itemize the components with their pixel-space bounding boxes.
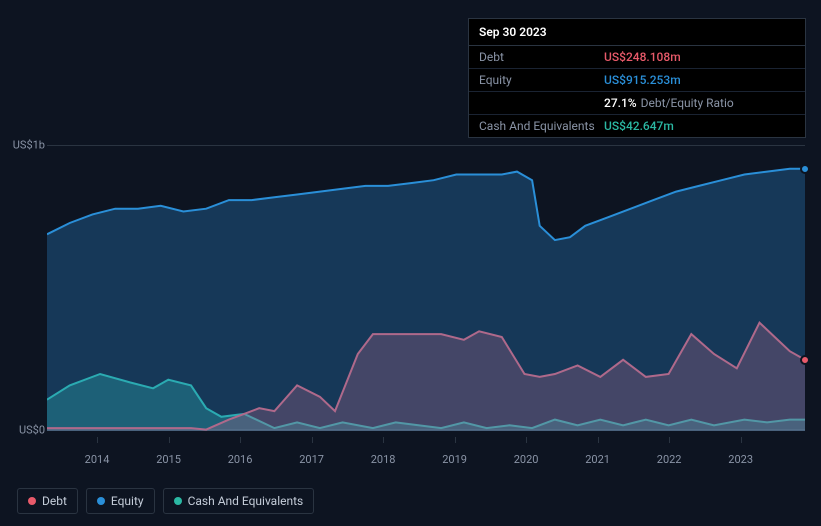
x-axis-tick: 2020 [514,453,539,466]
chart-container: US$1bUS$0 201420152016201720182019202020… [17,125,805,480]
x-tick-mark [669,437,670,443]
y-axis-label: US$1b [13,139,45,152]
y-axis-label: US$0 [19,424,45,437]
tooltip-row-value: 27.1% [604,96,637,110]
legend-label: Cash And Equivalents [188,494,304,508]
area-fill-equity [47,169,805,431]
legend-label: Debt [42,494,67,508]
marker-equity [800,164,810,174]
x-tick-mark [598,437,599,443]
x-tick-mark [240,437,241,443]
x-axis-tick: 2014 [85,453,110,466]
x-tick-mark [526,437,527,443]
legend-item-cash-and-equivalents[interactable]: Cash And Equivalents [163,488,315,514]
x-tick-mark [383,437,384,443]
x-axis-tick: 2015 [156,453,181,466]
tooltip-row-label: Equity [479,73,604,87]
x-tick-mark [741,437,742,443]
tooltip-date: Sep 30 2023 [469,19,805,46]
x-tick-mark [97,437,98,443]
tooltip-row-value: US$915.253m [604,73,681,87]
tooltip-row: EquityUS$915.253m [469,69,805,92]
x-axis-tick: 2022 [657,453,682,466]
tooltip-row-suffix: Debt/Equity Ratio [641,96,734,110]
x-axis-tick: 2016 [228,453,253,466]
tooltip-row-value: US$248.108m [604,50,681,64]
x-axis-tick: 2021 [585,453,610,466]
legend-item-debt[interactable]: Debt [17,488,78,514]
legend-dot-icon [174,497,182,505]
tooltip-row-label [479,96,604,110]
x-tick-mark [169,437,170,443]
legend-dot-icon [97,497,105,505]
tooltip-row: DebtUS$248.108m [469,46,805,69]
marker-debt [800,355,810,365]
x-tick-mark [455,437,456,443]
tooltip-panel: Sep 30 2023 DebtUS$248.108mEquityUS$915.… [468,18,806,138]
tooltip-row: 27.1% Debt/Equity Ratio [469,92,805,115]
x-axis-tick: 2023 [728,453,753,466]
x-axis-tick: 2019 [442,453,467,466]
legend-dot-icon [28,497,36,505]
x-axis-tick: 2017 [299,453,324,466]
legend-label: Equity [111,494,144,508]
legend-item-equity[interactable]: Equity [86,488,155,514]
x-tick-mark [312,437,313,443]
tooltip-row-label: Debt [479,50,604,64]
plot-area[interactable] [47,145,805,430]
legend: Debt Equity Cash And Equivalents [17,488,314,514]
x-axis-tick: 2018 [371,453,396,466]
